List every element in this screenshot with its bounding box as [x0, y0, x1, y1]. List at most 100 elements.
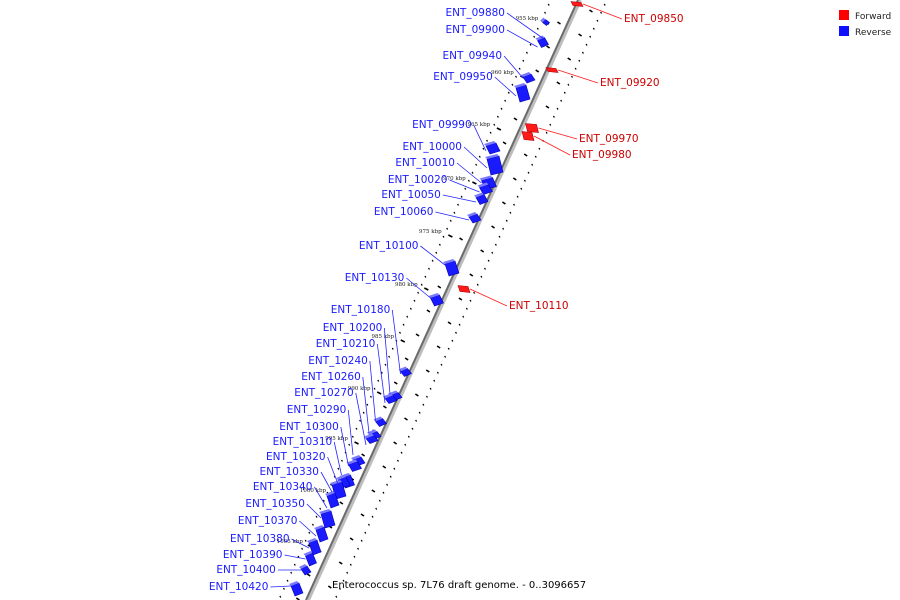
track-dash	[437, 285, 442, 289]
reverse-gene-top	[325, 491, 335, 496]
reverse-gene-top	[485, 154, 499, 159]
track-dot	[563, 91, 566, 94]
reverse-gene-label: ENT_10370	[238, 515, 298, 527]
track-dot	[382, 491, 385, 494]
tick-label: 955 kbp	[516, 16, 539, 22]
reverse-gene-block	[320, 510, 336, 529]
leader-line	[333, 441, 342, 476]
reverse-gene-label: ENT_10330	[259, 466, 319, 478]
reverse-gene-label: ENT_10300	[279, 421, 339, 433]
track-dot	[518, 67, 521, 70]
tick-mark	[423, 287, 429, 291]
track-dot	[384, 363, 387, 366]
tick-label: 960 kbp	[491, 70, 514, 76]
map-caption: Enterococcus sp. 7L76 draft genome. - 0.…	[332, 580, 586, 591]
track-dot	[454, 331, 457, 334]
leader-line	[299, 520, 317, 537]
reverse-gene-top	[319, 509, 331, 514]
track-dash	[393, 441, 398, 445]
forward-gene-label: ENT_10110	[509, 300, 569, 312]
reverse-gene-top	[484, 141, 496, 146]
track-dot	[457, 203, 460, 206]
track-dot	[489, 131, 492, 134]
track-dash	[404, 417, 408, 421]
reverse-gene-top	[479, 175, 493, 181]
leader-line	[327, 456, 339, 485]
leader-line	[435, 211, 470, 221]
track-dot	[366, 403, 369, 406]
label-leaders	[270, 3, 623, 588]
reverse-gene-label: ENT_10340	[253, 481, 313, 493]
track-dot	[308, 531, 311, 534]
track-dot	[407, 435, 410, 438]
track-dot	[473, 291, 476, 294]
reverse-gene-top	[428, 293, 440, 298]
track-dot	[417, 291, 420, 294]
track-dot	[386, 483, 389, 486]
reverse-gene-top	[540, 17, 546, 23]
reverse-gene-label: ENT_10210	[316, 338, 376, 350]
forward-gene-label: ENT_09970	[579, 133, 639, 145]
track-dash	[361, 453, 366, 457]
reverse-gene-block	[475, 194, 489, 205]
track-dot	[484, 267, 487, 270]
track-dot	[560, 99, 563, 102]
forward-genes	[457, 1, 584, 293]
track-dot	[304, 539, 307, 542]
legend-forward-swatch	[839, 10, 849, 20]
track-dot	[469, 299, 472, 302]
track-dot	[520, 187, 523, 190]
track-dot	[418, 411, 421, 414]
leader-line	[463, 146, 488, 169]
track-dot	[380, 371, 383, 374]
track-dot	[458, 323, 461, 326]
track-dash	[512, 177, 517, 181]
leader-line	[355, 392, 367, 446]
track-dot	[536, 27, 539, 30]
track-dot	[475, 163, 478, 166]
reverse-gene-label: ENT_10130	[345, 272, 405, 284]
reverse-gene-block	[537, 37, 549, 48]
track-dot	[438, 243, 441, 246]
track-dot	[400, 451, 403, 454]
reverse-gene-block	[290, 582, 304, 597]
reverse-gene-label: ENT_10240	[308, 355, 368, 367]
track-dot	[342, 579, 345, 582]
track-dot	[592, 27, 595, 30]
tick-mark	[448, 234, 453, 238]
leader-line	[340, 426, 349, 467]
tick-label: 975 kbp	[419, 229, 442, 235]
reverse-gene-top	[364, 433, 374, 439]
track-dash	[393, 381, 398, 385]
track-dash	[502, 141, 507, 145]
track-dot	[409, 307, 412, 310]
track-dot	[496, 115, 499, 118]
track-dash	[360, 513, 365, 517]
leader-line	[533, 135, 571, 156]
forward-gene-label: ENT_09920	[600, 77, 660, 89]
reverse-gene-block	[384, 395, 398, 404]
reverse-gene-block	[486, 155, 504, 176]
forward-gene-block	[545, 67, 559, 73]
legend-forward-label: Forward	[855, 12, 891, 22]
track-dot	[391, 347, 394, 350]
reverse-gene-label: ENT_09900	[445, 24, 505, 36]
track-dot	[465, 307, 468, 310]
track-dot	[415, 419, 418, 422]
track-dot	[460, 195, 463, 198]
track-dot	[388, 355, 391, 358]
leader-line	[557, 69, 599, 84]
reverse-gene-label: ENT_10000	[402, 141, 462, 153]
track-dot	[393, 467, 396, 470]
tick-label: 965 kbp	[468, 122, 491, 128]
track-dot	[360, 539, 363, 542]
track-dot	[435, 251, 438, 254]
track-dot	[428, 267, 431, 270]
track-dot	[529, 43, 532, 46]
track-dot	[429, 387, 432, 390]
track-dash	[306, 573, 311, 577]
leader-line	[362, 376, 370, 434]
track-dot	[389, 475, 392, 478]
track-dot	[538, 147, 541, 150]
reverse-gene-label: ENT_10060	[374, 206, 434, 218]
